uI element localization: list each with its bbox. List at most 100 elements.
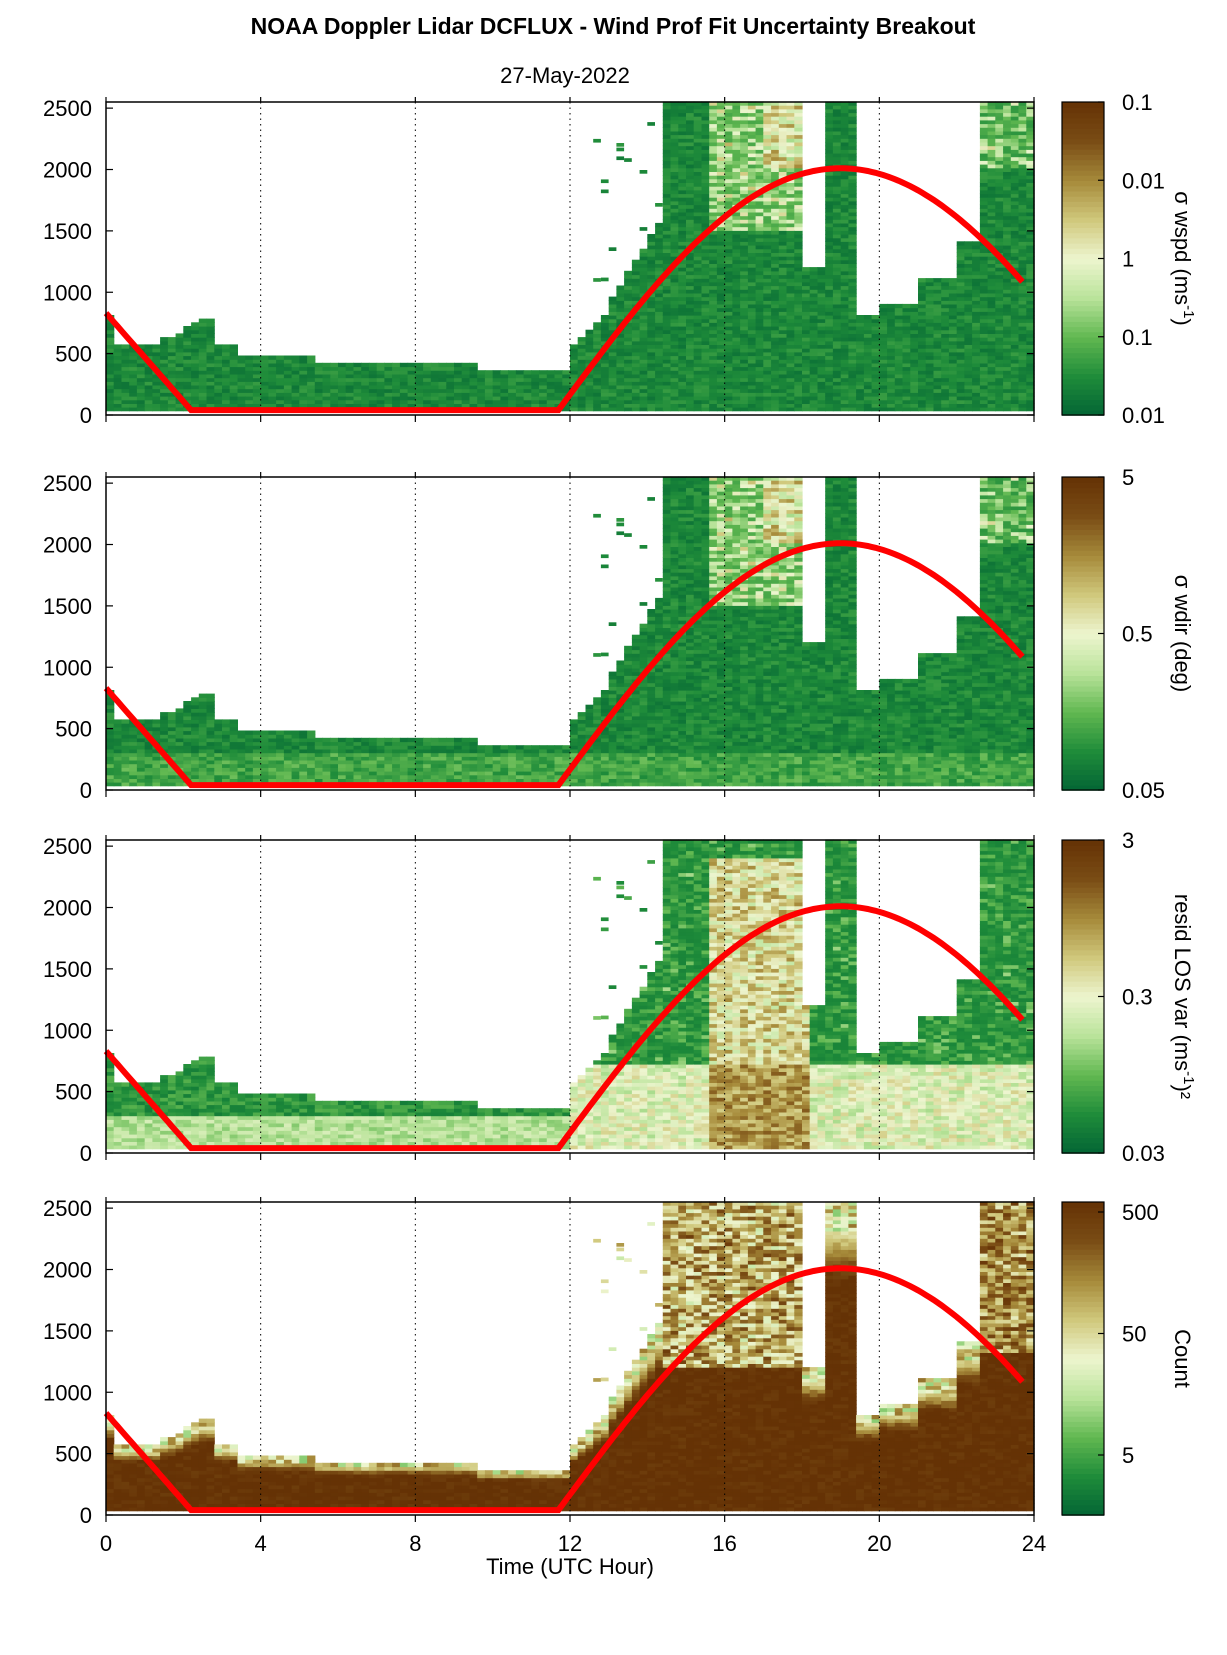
heatmap-cell <box>832 175 842 180</box>
heatmap-cell <box>740 127 749 132</box>
heatmap-cell <box>933 285 942 290</box>
heatmap-cell <box>175 726 184 732</box>
heatmap-cell <box>701 344 710 349</box>
heatmap-cell <box>786 127 795 132</box>
heatmap-cell <box>747 101 757 106</box>
heatmap-cell <box>747 252 757 257</box>
heatmap-cell <box>825 315 834 320</box>
heatmap-cell <box>817 351 826 357</box>
heatmap-cell <box>740 234 749 239</box>
heatmap-cell <box>910 333 919 338</box>
heatmap-cell <box>438 362 447 368</box>
heatmap-cell <box>1003 322 1012 327</box>
heatmap-cell <box>724 267 733 272</box>
heatmap-cell <box>399 366 409 371</box>
heatmap-cell <box>809 270 818 276</box>
heatmap-cell <box>840 300 849 305</box>
colorbar-step <box>1062 409 1104 416</box>
heatmap-cell <box>709 175 718 180</box>
heatmap-cell <box>871 399 880 404</box>
heatmap-cell <box>655 270 664 276</box>
heatmap-cell <box>832 186 842 191</box>
heatmap-cell <box>825 373 834 379</box>
heatmap-cell <box>670 208 679 213</box>
heatmap-cell <box>956 315 965 320</box>
heatmap-cell <box>655 274 664 279</box>
heatmap-cell <box>686 274 695 279</box>
heatmap-cell <box>222 752 231 757</box>
heatmap-cell <box>848 145 857 150</box>
heatmap-cell <box>183 719 192 724</box>
heatmap-cell <box>338 362 347 368</box>
heatmap-cell <box>283 388 293 393</box>
heatmap-cell <box>987 388 996 393</box>
heatmap-cell <box>655 303 664 309</box>
heatmap-cell <box>755 200 764 206</box>
heatmap-cell <box>724 333 733 338</box>
heatmap-cell <box>678 219 687 224</box>
heatmap-cell <box>523 399 532 404</box>
heatmap-cell <box>686 123 695 128</box>
heatmap-cell <box>678 355 687 360</box>
heatmap-cell <box>307 377 316 382</box>
heatmap-cell <box>229 748 238 754</box>
heatmap-cell <box>956 403 965 408</box>
heatmap-cell <box>670 377 679 382</box>
heatmap-cell <box>593 322 602 327</box>
heatmap-cell <box>848 281 857 287</box>
heatmap-cell <box>222 381 231 386</box>
heatmap-cell <box>686 160 695 165</box>
heatmap-cell <box>214 734 223 739</box>
heatmap-cell <box>206 741 215 746</box>
heatmap-cell <box>802 326 811 331</box>
heatmap-cell <box>106 403 115 408</box>
heatmap-cell <box>848 366 857 371</box>
heatmap-cell <box>1018 167 1027 172</box>
heatmap-cell <box>840 381 849 386</box>
heatmap-cell <box>856 392 865 397</box>
heatmap-cell <box>167 392 177 397</box>
heatmap-cell <box>740 208 749 213</box>
heatmap-cell <box>222 726 231 732</box>
heatmap-cell <box>987 167 996 172</box>
heatmap-cell <box>600 179 609 184</box>
heatmap-cell <box>670 403 679 408</box>
heatmap-cell <box>415 388 424 393</box>
heatmap-cell <box>771 112 780 117</box>
heatmap-cell <box>678 119 687 125</box>
heatmap-cell <box>1010 171 1020 176</box>
heatmap-cell <box>160 348 169 353</box>
heatmap-cell <box>554 384 563 390</box>
heatmap-cell <box>747 149 757 154</box>
heatmap-cell <box>307 381 316 386</box>
heatmap-cell <box>330 370 339 375</box>
heatmap-cell <box>840 326 849 331</box>
heatmap-cell <box>1010 407 1020 412</box>
heatmap-cell <box>755 138 764 143</box>
heatmap-cell <box>979 274 989 279</box>
heatmap-cell <box>964 289 973 294</box>
heatmap-cell <box>191 719 200 724</box>
heatmap-cell <box>662 145 672 150</box>
heatmap-cell <box>639 373 648 379</box>
heatmap-cell <box>740 278 749 283</box>
heatmap-cell <box>670 399 679 404</box>
heatmap-cell <box>237 388 246 393</box>
heatmap-cell <box>972 311 981 316</box>
heatmap-cell <box>832 105 842 110</box>
heatmap-cell <box>198 337 208 342</box>
heatmap-cell <box>879 311 888 316</box>
heatmap-cell <box>956 377 965 382</box>
heatmap-cell <box>113 763 122 768</box>
heatmap-cell <box>933 362 942 368</box>
heatmap-cell <box>848 296 857 301</box>
heatmap-cell <box>631 333 641 338</box>
heatmap-cell <box>941 388 950 393</box>
heatmap-cell <box>160 712 169 717</box>
heatmap-cell <box>515 392 525 397</box>
heatmap-cell <box>972 326 981 331</box>
heatmap-cell <box>276 403 285 408</box>
heatmap-cell <box>477 388 486 393</box>
heatmap-cell <box>191 322 200 327</box>
heatmap-cell <box>840 245 849 250</box>
